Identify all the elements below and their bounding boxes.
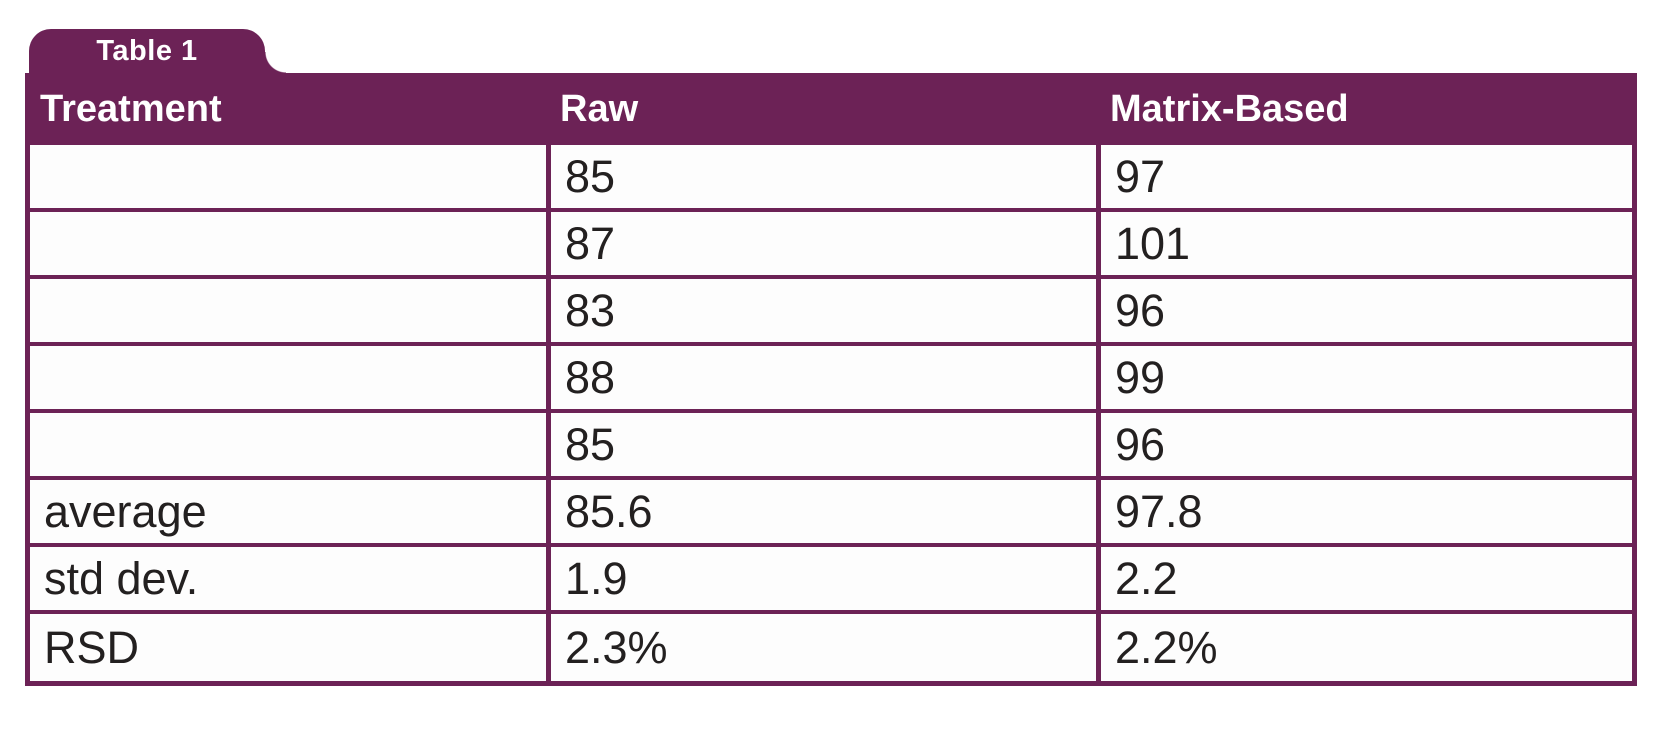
table-tab-label: Table 1 bbox=[96, 34, 198, 67]
cell-raw: 85 bbox=[546, 145, 1096, 208]
table-body: 85 97 87 101 83 96 88 99 85 96 average 8… bbox=[25, 145, 1637, 686]
cell-treatment-label: RSD bbox=[30, 614, 546, 681]
cell-treatment bbox=[30, 145, 546, 208]
table-row-std-dev: std dev. 1.9 2.2 bbox=[30, 547, 1632, 614]
table-row: 85 96 bbox=[30, 413, 1632, 480]
cell-matrix-based-average: 97.8 bbox=[1096, 480, 1632, 543]
cell-matrix-based-rsd: 2.2% bbox=[1096, 614, 1632, 681]
cell-raw-rsd: 2.3% bbox=[546, 614, 1096, 681]
cell-raw-std-dev: 1.9 bbox=[546, 547, 1096, 610]
cell-raw: 83 bbox=[546, 279, 1096, 342]
cell-treatment bbox=[30, 279, 546, 342]
column-header-matrix-based: Matrix-Based bbox=[1110, 87, 1349, 130]
table-header-row: Treatment Raw Matrix-Based bbox=[25, 73, 1637, 145]
table-row-rsd: RSD 2.3% 2.2% bbox=[30, 614, 1632, 681]
table-figure: Table 1 Treatment Raw Matrix-Based 85 97… bbox=[25, 29, 1637, 686]
cell-matrix-based: 96 bbox=[1096, 279, 1632, 342]
cell-treatment bbox=[30, 346, 546, 409]
cell-matrix-based: 97 bbox=[1096, 145, 1632, 208]
cell-treatment bbox=[30, 212, 546, 275]
cell-raw-average: 85.6 bbox=[546, 480, 1096, 543]
cell-treatment-label: average bbox=[30, 480, 546, 543]
table-row: 87 101 bbox=[30, 212, 1632, 279]
cell-raw: 85 bbox=[546, 413, 1096, 476]
table-row: 83 96 bbox=[30, 279, 1632, 346]
table-tab: Table 1 bbox=[29, 29, 286, 73]
cell-treatment-label: std dev. bbox=[30, 547, 546, 610]
table-row-average: average 85.6 97.8 bbox=[30, 480, 1632, 547]
cell-treatment bbox=[30, 413, 546, 476]
column-header-raw: Raw bbox=[560, 87, 639, 130]
column-header-treatment: Treatment bbox=[40, 87, 222, 130]
table-row: 85 97 bbox=[30, 145, 1632, 212]
table-row: 88 99 bbox=[30, 346, 1632, 413]
cell-matrix-based: 99 bbox=[1096, 346, 1632, 409]
cell-raw: 88 bbox=[546, 346, 1096, 409]
cell-raw: 87 bbox=[546, 212, 1096, 275]
cell-matrix-based: 101 bbox=[1096, 212, 1632, 275]
cell-matrix-based: 96 bbox=[1096, 413, 1632, 476]
cell-matrix-based-std-dev: 2.2 bbox=[1096, 547, 1632, 610]
